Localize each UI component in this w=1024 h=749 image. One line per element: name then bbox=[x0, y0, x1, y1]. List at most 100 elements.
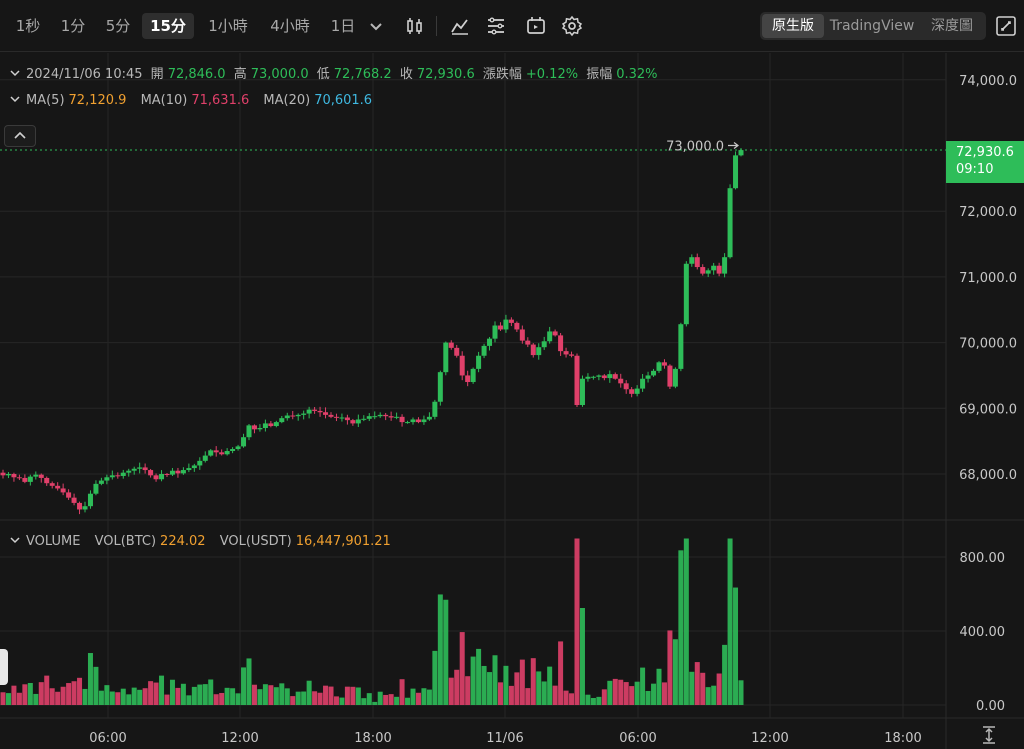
volume-bar bbox=[405, 697, 411, 705]
volume-bar bbox=[415, 692, 421, 705]
volume-bar bbox=[213, 694, 219, 705]
volume-bar bbox=[66, 683, 72, 705]
candle-body bbox=[191, 465, 197, 469]
volume-bar bbox=[733, 587, 739, 705]
candlestick-chart[interactable]: 68,000.0 69,000.0 70,000.0 71,000.0 72,000.0… bbox=[0, 53, 1024, 749]
fullscreen-icon[interactable] bbox=[994, 14, 1018, 38]
interval-15m[interactable]: 15分 bbox=[142, 13, 194, 39]
chevron-down-icon[interactable] bbox=[10, 94, 20, 104]
ma20-label: MA(20) bbox=[263, 93, 311, 108]
candle-body bbox=[623, 383, 629, 390]
time-tick-label: 18:00 bbox=[354, 731, 391, 746]
interval-1m[interactable]: 1分 bbox=[60, 17, 86, 35]
interval-5m[interactable]: 5分 bbox=[105, 17, 131, 35]
candle-body bbox=[454, 347, 460, 356]
candle-body bbox=[366, 416, 372, 419]
fit-scale-icon[interactable] bbox=[980, 725, 998, 745]
view-native-tab[interactable]: 原生版 bbox=[762, 14, 824, 38]
candle-body bbox=[465, 375, 471, 383]
legend-amplitude: 0.32% bbox=[616, 67, 658, 82]
view-tradingview-tab[interactable]: TradingView bbox=[829, 18, 915, 34]
candle-body bbox=[497, 325, 503, 330]
candle-body bbox=[49, 483, 55, 486]
chevron-down-icon[interactable] bbox=[364, 14, 388, 38]
volume-bar bbox=[590, 697, 596, 705]
candle-body bbox=[558, 335, 564, 352]
volume-bar bbox=[328, 686, 334, 705]
chevron-up-icon bbox=[14, 131, 26, 139]
legend-high: 73,000.0 bbox=[250, 67, 309, 82]
collapse-legend-button[interactable] bbox=[4, 125, 36, 147]
candle-body bbox=[672, 368, 678, 387]
candle-body bbox=[415, 419, 421, 423]
candle-body bbox=[552, 331, 558, 336]
candle-body bbox=[186, 468, 192, 471]
volume-bar bbox=[339, 697, 345, 705]
chart-area[interactable]: 68,000.0 69,000.0 70,000.0 71,000.0 72,000.0… bbox=[0, 53, 1024, 749]
candle-body bbox=[541, 341, 547, 348]
candle-body bbox=[197, 460, 203, 466]
volume-bar bbox=[33, 693, 39, 705]
settings-list-icon[interactable] bbox=[484, 14, 508, 38]
candle-body bbox=[388, 416, 394, 418]
volume-bar bbox=[317, 692, 323, 705]
volume-bar bbox=[651, 683, 657, 705]
candle-body bbox=[377, 414, 383, 417]
interval-1h[interactable]: 1小時 bbox=[208, 17, 248, 35]
candle-body bbox=[481, 345, 487, 356]
chevron-down-icon[interactable] bbox=[10, 535, 20, 545]
volume-bar bbox=[722, 644, 728, 705]
candle-body bbox=[678, 324, 684, 369]
chevron-down-icon[interactable] bbox=[10, 68, 20, 78]
replay-icon[interactable] bbox=[524, 14, 548, 38]
volume-bar bbox=[186, 695, 192, 705]
candle-body bbox=[16, 477, 22, 479]
candle-body bbox=[66, 492, 72, 498]
candle-body bbox=[640, 378, 646, 389]
indicator-icon[interactable] bbox=[448, 14, 472, 38]
volume-bar bbox=[175, 687, 181, 705]
candle-body bbox=[295, 414, 301, 417]
candle-body bbox=[711, 265, 717, 271]
candle-body bbox=[596, 375, 602, 377]
volume-bar bbox=[678, 550, 684, 705]
candle-body bbox=[399, 416, 405, 423]
volume-bar bbox=[716, 673, 722, 705]
volume-bar bbox=[180, 683, 186, 705]
interval-4h[interactable]: 4小時 bbox=[270, 17, 310, 35]
candle-body bbox=[530, 344, 536, 356]
candle-body bbox=[470, 368, 476, 383]
legend-close: 72,930.6 bbox=[416, 67, 475, 82]
volume-tick-label: 800.00 bbox=[960, 551, 1006, 566]
volume-bar bbox=[60, 686, 66, 705]
volume-bar bbox=[536, 671, 542, 705]
candle-body bbox=[241, 437, 247, 447]
volume-bar bbox=[235, 693, 241, 705]
candle-body bbox=[574, 355, 580, 406]
candle-body bbox=[563, 351, 569, 355]
volume-bar bbox=[98, 690, 104, 705]
time-tick-label: 12:00 bbox=[751, 731, 788, 746]
view-depth-tab[interactable]: 深度圖 bbox=[931, 18, 973, 34]
candle-body bbox=[339, 417, 345, 419]
candlestick-icon[interactable] bbox=[403, 14, 427, 38]
legend-change-label: 漲跌幅 bbox=[482, 67, 522, 82]
volume-bar bbox=[366, 693, 372, 705]
volume-bar bbox=[432, 650, 438, 705]
pane-resize-handle[interactable] bbox=[0, 649, 8, 685]
volume-bar bbox=[377, 691, 383, 705]
candle-body bbox=[618, 378, 624, 384]
volume-bar bbox=[279, 683, 285, 705]
volume-bar bbox=[71, 681, 77, 705]
candle-body bbox=[547, 331, 553, 342]
interval-1d[interactable]: 1日 bbox=[330, 17, 356, 35]
volume-bar bbox=[519, 659, 525, 705]
candle-body bbox=[645, 375, 651, 379]
volume-bar bbox=[372, 701, 378, 705]
interval-1s[interactable]: 1秒 bbox=[15, 17, 41, 35]
gear-icon[interactable] bbox=[560, 14, 584, 38]
time-tick-label: 06:00 bbox=[89, 731, 126, 746]
volume-bar bbox=[202, 684, 208, 705]
volume-bar bbox=[618, 679, 624, 705]
volume-bar bbox=[164, 694, 170, 705]
